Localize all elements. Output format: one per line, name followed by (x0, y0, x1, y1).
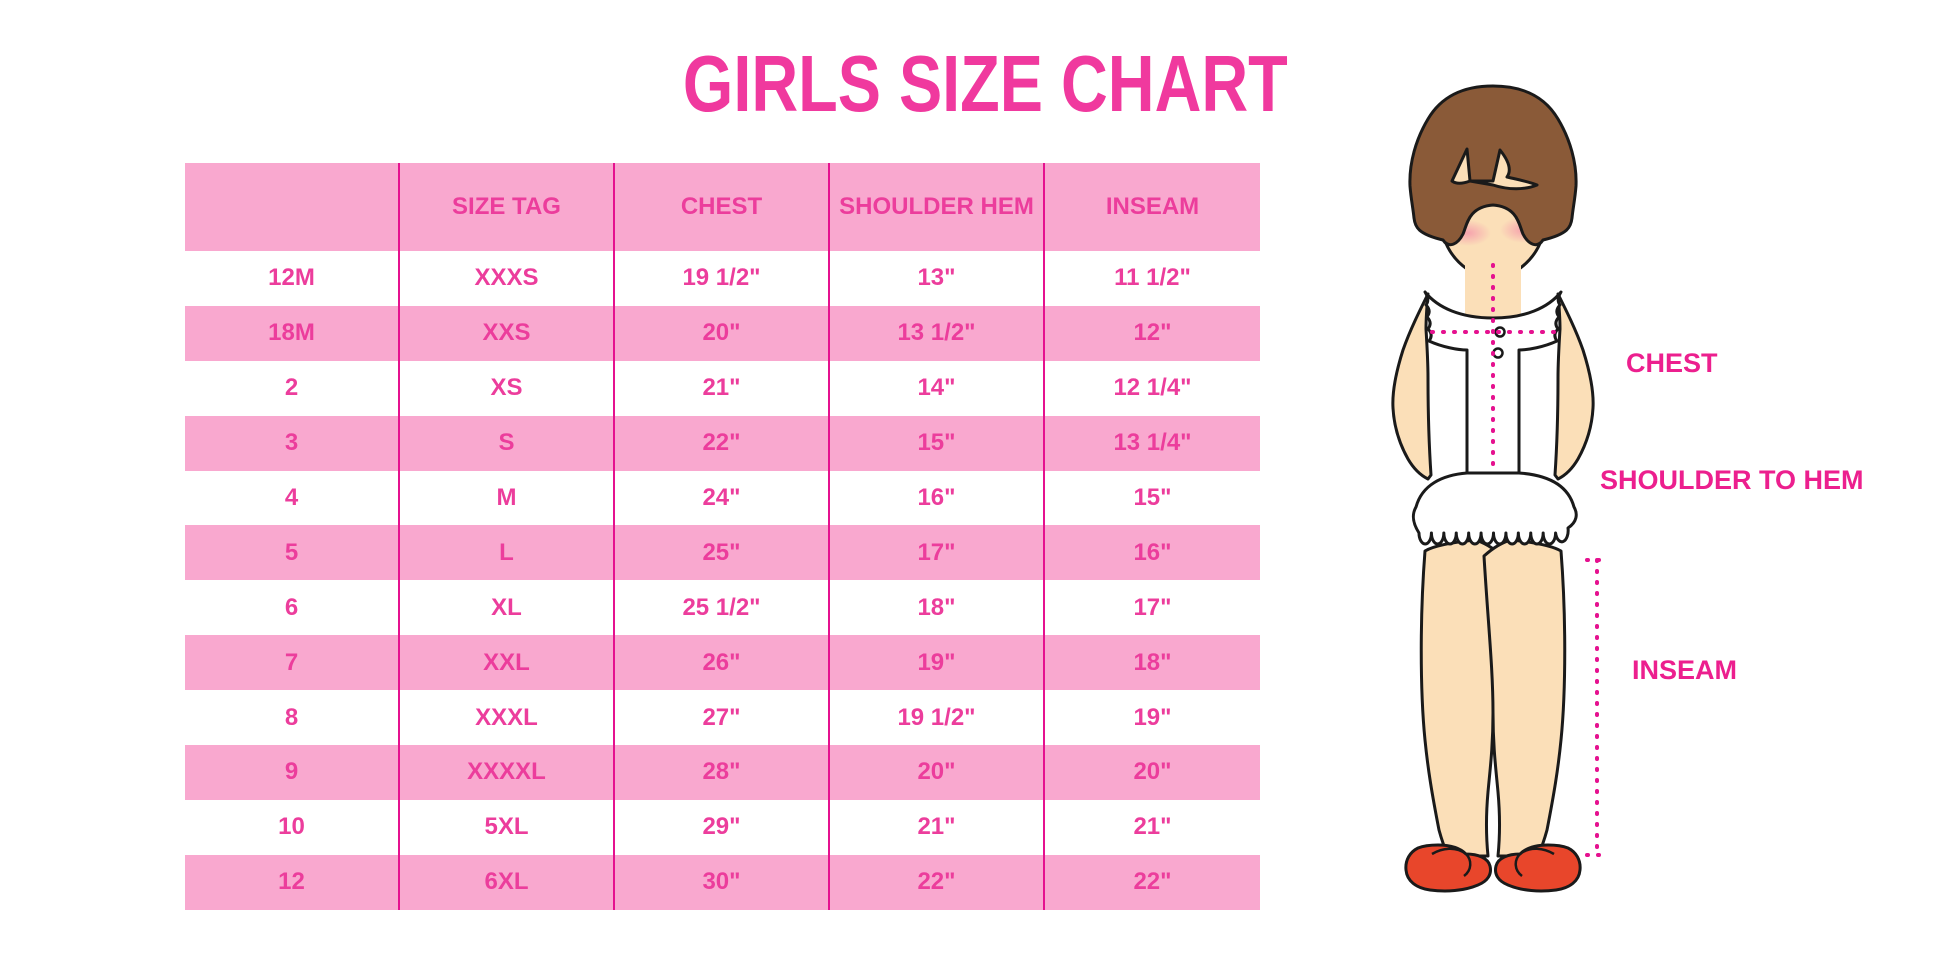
svg-text:CHEST: CHEST (1626, 348, 1718, 378)
svg-text:INSEAM: INSEAM (1632, 655, 1737, 685)
svg-text:SHOULDER TO HEM: SHOULDER TO HEM (1600, 465, 1864, 495)
